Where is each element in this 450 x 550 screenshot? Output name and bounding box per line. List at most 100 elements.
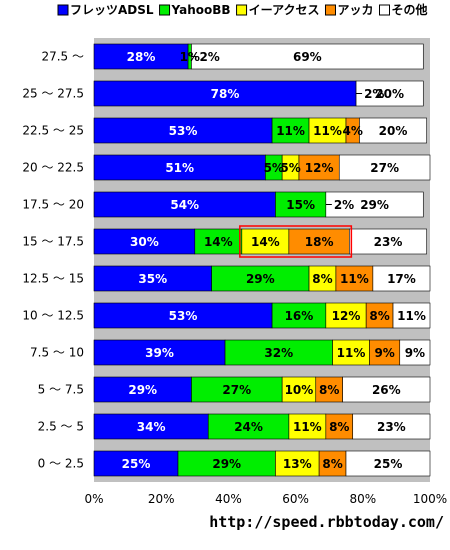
data-label: 13%	[283, 457, 312, 471]
data-label: 8%	[319, 383, 339, 397]
bar-segment	[392, 302, 431, 329]
bar-segment	[325, 302, 367, 329]
category-label: 7.5 ～ 10	[30, 346, 84, 360]
bar-segment	[288, 228, 350, 255]
data-label: 26%	[372, 383, 401, 397]
bar-segment	[207, 413, 290, 440]
bar-segment	[349, 228, 427, 255]
category-label: 25 ～ 27.5	[22, 87, 84, 101]
source-url[interactable]: http://speed.rbbtoday.com/	[209, 513, 444, 531]
data-label: 53%	[169, 124, 198, 138]
data-label: 16%	[285, 309, 314, 323]
bar-segment	[93, 117, 273, 144]
data-label: 20%	[379, 124, 408, 138]
bar-segment	[332, 339, 370, 366]
category-label: 27.5 ～	[41, 50, 84, 64]
bar-segment	[191, 376, 283, 403]
bar-segment	[93, 413, 209, 440]
data-label: 12%	[332, 309, 361, 323]
data-label: 4%	[343, 124, 363, 138]
small-data-label: 2%	[334, 198, 354, 212]
data-label: 27%	[370, 161, 399, 175]
category-label: 10 ～ 12.5	[22, 309, 84, 323]
data-label: 8%	[322, 457, 342, 471]
bar-segment	[93, 302, 273, 329]
data-label: 29%	[128, 383, 157, 397]
small-data-label: 2%	[364, 87, 384, 101]
plot-background	[94, 38, 430, 482]
bar-segment	[318, 450, 347, 477]
bar-segment	[335, 265, 374, 292]
bar-segment	[271, 117, 310, 144]
legend-swatch-4	[379, 4, 390, 16]
category-label: 17.5 ～ 20	[22, 198, 84, 212]
x-tick-label: 20%	[148, 492, 175, 506]
data-label: 29%	[246, 272, 275, 286]
bar-segment	[93, 450, 179, 477]
data-label: 30%	[130, 235, 159, 249]
bar-segment	[191, 43, 424, 70]
data-label: 5%	[280, 161, 300, 175]
bar-segment	[281, 376, 317, 403]
data-label: 11%	[337, 346, 366, 360]
data-label: 32%	[264, 346, 293, 360]
bar-segment	[338, 154, 431, 181]
bar-segment	[345, 450, 431, 477]
bar-segment	[271, 302, 327, 329]
data-label: 39%	[145, 346, 174, 360]
x-tick-label: 60%	[282, 492, 309, 506]
legend-swatch-0	[57, 4, 69, 16]
data-label: 23%	[374, 235, 403, 249]
bar-segment	[241, 228, 290, 255]
data-label: 15%	[286, 198, 315, 212]
data-label: 34%	[137, 420, 166, 434]
bar-segment	[359, 117, 427, 144]
data-label: 11%	[293, 420, 322, 434]
data-label: 18%	[305, 235, 334, 249]
bar-segment	[93, 191, 276, 218]
small-data-label: 2%	[199, 50, 219, 64]
legend-swatch-3	[324, 4, 336, 16]
data-label: 29%	[212, 457, 241, 471]
data-label: 51%	[165, 161, 194, 175]
data-label: 69%	[293, 50, 322, 64]
data-label: 29%	[360, 198, 389, 212]
bar-segment	[308, 265, 337, 292]
bar-segment	[177, 450, 276, 477]
data-label: 54%	[170, 198, 199, 212]
legend-label-4: その他	[392, 2, 428, 17]
legend-label-1: YahooBB	[171, 3, 231, 17]
bar-segment	[93, 376, 192, 403]
legend-swatch-2	[236, 4, 248, 16]
data-label: 24%	[234, 420, 263, 434]
data-label: 23%	[377, 420, 406, 434]
bar-segment	[308, 117, 347, 144]
bar-segment	[211, 265, 310, 292]
bar-segment	[93, 80, 357, 107]
data-label: 9%	[405, 346, 425, 360]
legend-label-2: イーアクセス	[249, 3, 320, 17]
data-label: 25%	[374, 457, 403, 471]
data-label: 14%	[251, 235, 280, 249]
bar-segment	[399, 339, 431, 366]
data-label: 14%	[204, 235, 233, 249]
data-label: 78%	[211, 87, 240, 101]
bar-segment	[93, 154, 266, 181]
data-label: 8%	[329, 420, 349, 434]
data-label: 28%	[127, 50, 156, 64]
bar-segment	[298, 154, 340, 181]
data-label: 17%	[387, 272, 416, 286]
highlight-box	[239, 225, 353, 258]
data-label: 11%	[397, 309, 426, 323]
bar-segment	[325, 191, 424, 218]
data-label: 20%	[375, 87, 404, 101]
data-label: 9%	[374, 346, 394, 360]
data-label: 10%	[285, 383, 314, 397]
legend-label-0: フレッツADSL	[70, 3, 154, 17]
x-tick-label: 80%	[349, 492, 376, 506]
x-tick-label: 40%	[215, 492, 242, 506]
data-label: 53%	[169, 309, 198, 323]
data-label: 35%	[138, 272, 167, 286]
x-tick-label: 0%	[84, 492, 103, 506]
